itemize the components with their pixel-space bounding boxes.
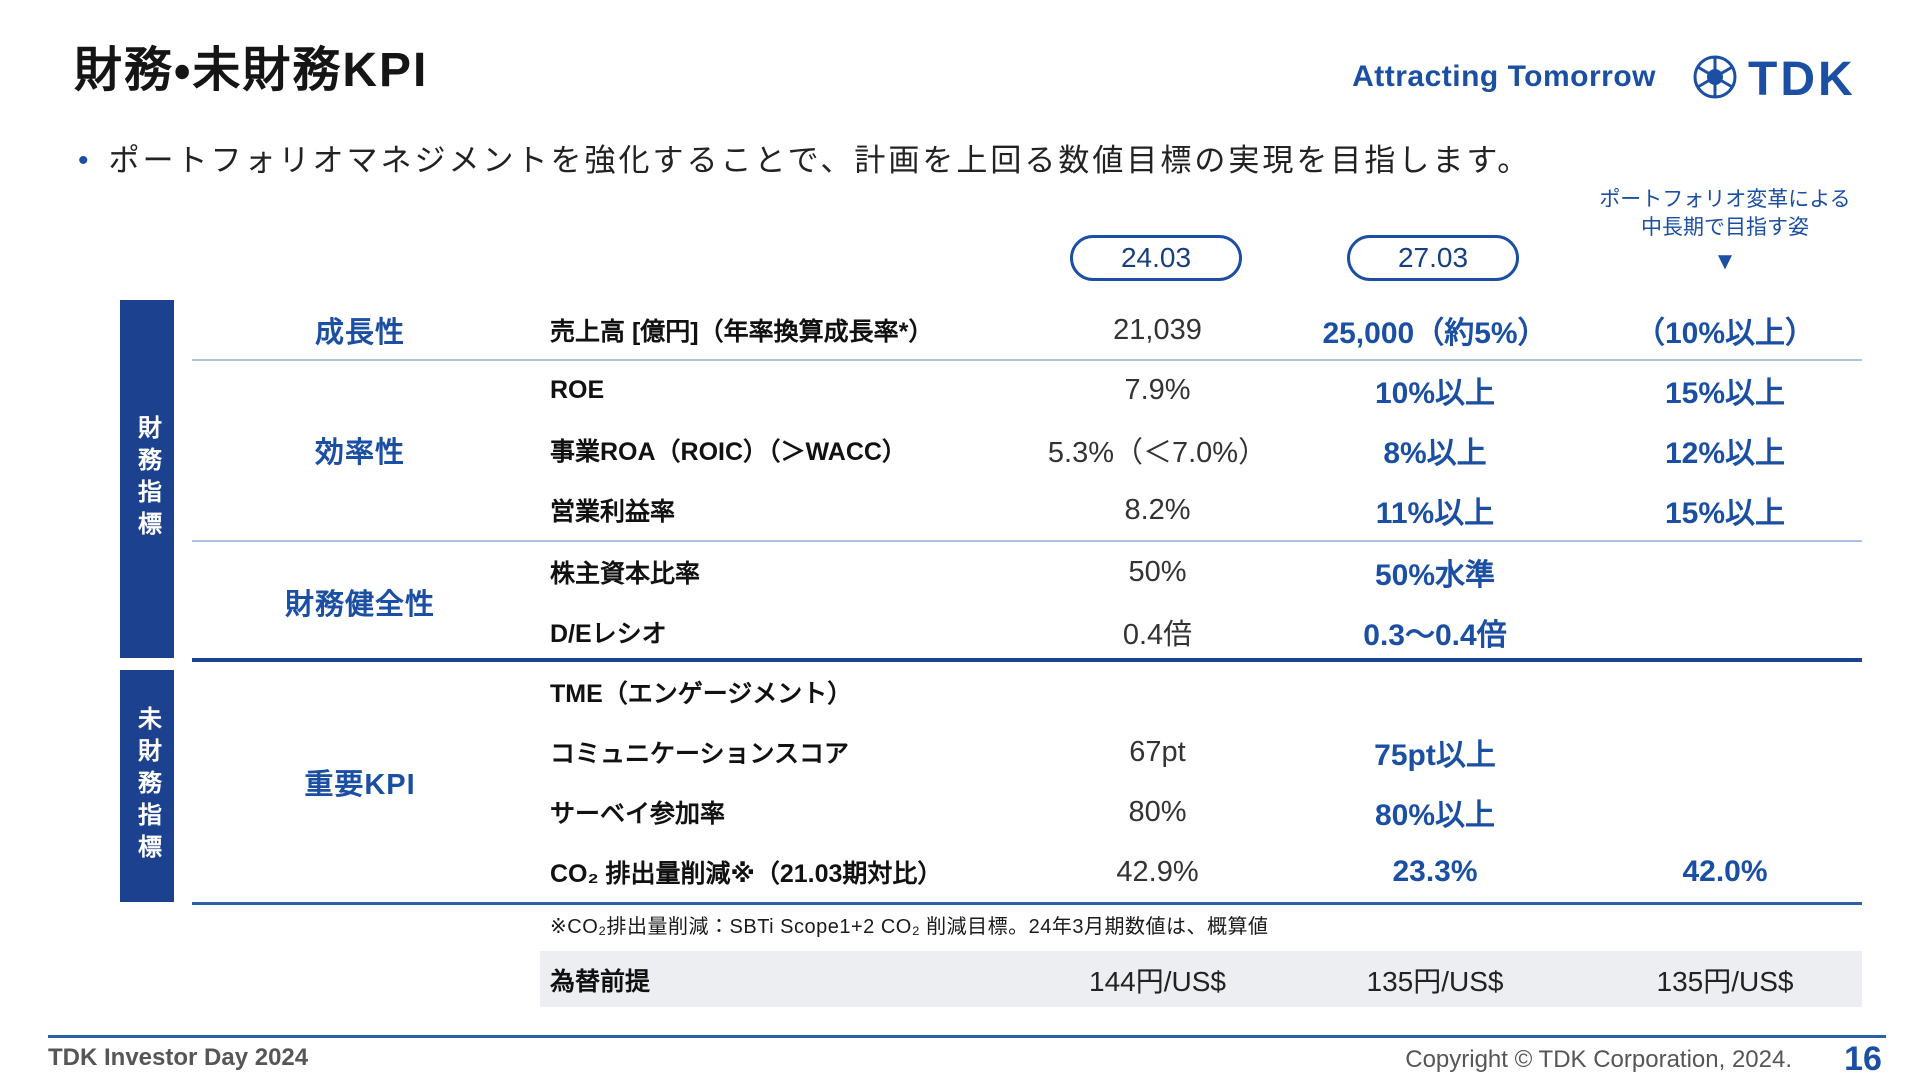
value-2403: 144円/US$ (1089, 966, 1226, 997)
value-2403: 0.4倍 (1122, 619, 1193, 651)
category-growth: 成長性 (314, 317, 405, 349)
value-2403: 67pt (1129, 735, 1186, 768)
table-row-survey-participation: サーベイ参加率 80% 80%以上 (0, 782, 1920, 842)
table-row-fx-assumption: 為替前提 144円/US$ 135円/US$ 135円/US$ (0, 950, 1920, 1008)
longterm-note: ポートフォリオ変革による 中長期で目指す姿 (1555, 186, 1895, 242)
page-number: 16 (1844, 1040, 1882, 1078)
table-row-tme: TME（エンゲージメント） (0, 662, 1920, 722)
value-longterm: 42.0% (1682, 855, 1768, 888)
table-row-revenue: 売上高 [億円]（年率換算成長率*） 21,039 25,000（約5%） （1… (0, 300, 1920, 360)
value-longterm (1555, 722, 1895, 782)
value-2403: 42.9% (1116, 855, 1199, 888)
down-triangle-icon: ▼ (1713, 248, 1737, 275)
table-bottom-line (192, 902, 1862, 905)
longterm-note-line1: ポートフォリオ変革による (1599, 188, 1851, 211)
category-key-kpi: 重要KPI (304, 769, 416, 801)
metric-label: CO₂ 排出量削減※（21.03期対比） (550, 860, 943, 888)
separator-line (192, 359, 1862, 361)
category-efficiency: 効率性 (314, 437, 405, 469)
metric-label: サーベイ参加率 (550, 800, 726, 828)
metric-label: 株主資本比率 (550, 560, 701, 588)
bullet-dot-icon: • (78, 144, 89, 177)
value-2703: 75pt以上 (1374, 739, 1496, 772)
value-2403: 7.9% (1124, 373, 1191, 406)
value-2703: 8%以上 (1383, 437, 1487, 470)
value-longterm (1555, 542, 1895, 602)
footnote: ※CO₂排出量削減：SBTi Scope1+2 CO₂ 削減目標。24年3月期数… (550, 916, 1269, 938)
brand-tagline: Attracting Tomorrow (1352, 60, 1656, 93)
value-2703: 135円/US$ (1366, 966, 1504, 997)
value-longterm: 12%以上 (1664, 437, 1786, 470)
footer-copyright: Copyright © TDK Corporation, 2024. (1405, 1046, 1792, 1073)
separator-line (192, 540, 1862, 542)
tdk-logo: TDK (1693, 53, 1856, 104)
value-longterm (1555, 602, 1895, 662)
value-longterm (1555, 662, 1895, 722)
value-longterm: 15%以上 (1664, 497, 1786, 530)
value-2403: 21,039 (1113, 313, 1202, 346)
band-financial-indicators: 財務指標 (120, 300, 174, 658)
page-title: 財務・未財務KPI (74, 44, 429, 97)
metric-label: D/Eレシオ (550, 620, 667, 648)
table-row-communication-score: コミュニケーションスコア 67pt 75pt以上 (0, 722, 1920, 782)
tdk-logo-text: TDK (1748, 53, 1856, 104)
value-2403: 8.2% (1124, 493, 1191, 526)
value-longterm: （10%以上） (1634, 317, 1816, 350)
metric-label: 事業ROA（ROIC）（＞WACC） (550, 438, 907, 466)
table-row-co2-reduction: CO₂ 排出量削減※（21.03期対比） 42.9% 23.3% 42.0% (0, 842, 1920, 902)
value-2703: 50%水準 (1374, 559, 1496, 592)
footer-event-title: TDK Investor Day 2024 (48, 1044, 309, 1071)
value-2703: 0.3～0.4倍 (1363, 619, 1507, 652)
bullet-line: • ポートフォリオマネジメントを強化することで、計画を上回る数値目標の実現を目指… (78, 140, 1531, 182)
column-header-2703: 27.03 (1347, 235, 1519, 281)
metric-label: TME（エンゲージメント） (550, 680, 853, 708)
value-2703: 10%以上 (1374, 377, 1496, 410)
section-divider-line (192, 658, 1862, 662)
brand-area: Attracting Tomorrow TDK (1352, 50, 1876, 104)
value-2703: 25,000（約5%） (1322, 317, 1548, 350)
bullet-text: ポートフォリオマネジメントを強化することで、計画を上回る数値目標の実現を目指しま… (108, 143, 1532, 178)
value-longterm: 15%以上 (1664, 377, 1786, 410)
column-header-2403: 24.03 (1070, 235, 1242, 281)
longterm-note-line2: 中長期で目指す姿 (1641, 216, 1809, 239)
table-row-roa: 事業ROA（ROIC）（＞WACC） 5.3%（＜7.0%） 8%以上 12%以… (0, 420, 1920, 480)
metric-label: 営業利益率 (550, 498, 676, 526)
value-2703: 23.3% (1392, 855, 1478, 888)
table-row-operating-margin: 営業利益率 8.2% 11%以上 15%以上 (0, 480, 1920, 540)
value-2703: 11%以上 (1375, 497, 1495, 530)
metric-label: 売上高 [億円]（年率換算成長率*） (550, 318, 934, 346)
value-2403: 80% (1128, 795, 1187, 828)
table-row-equity-ratio: 株主資本比率 50% 50%水準 (0, 542, 1920, 602)
table-row-de-ratio: D/Eレシオ 0.4倍 0.3～0.4倍 (0, 602, 1920, 662)
table-row-roe: ROE 7.9% 10%以上 15%以上 (0, 360, 1920, 420)
value-2403: 50% (1128, 555, 1187, 588)
footer-divider-line (48, 1035, 1886, 1038)
value-2703: 80%以上 (1374, 799, 1496, 832)
band-nonfinancial-indicators: 未財務指標 (120, 670, 174, 902)
metric-label: ROE (550, 375, 605, 404)
fx-row-background (540, 951, 1862, 1007)
value-longterm: 135円/US$ (1656, 966, 1794, 997)
category-soundness: 財務健全性 (284, 589, 435, 621)
value-longterm (1555, 782, 1895, 842)
metric-label: コミュニケーションスコア (550, 740, 850, 768)
value-2403: 5.3%（＜7.0%） (1047, 437, 1268, 469)
metric-label: 為替前提 (550, 968, 651, 996)
